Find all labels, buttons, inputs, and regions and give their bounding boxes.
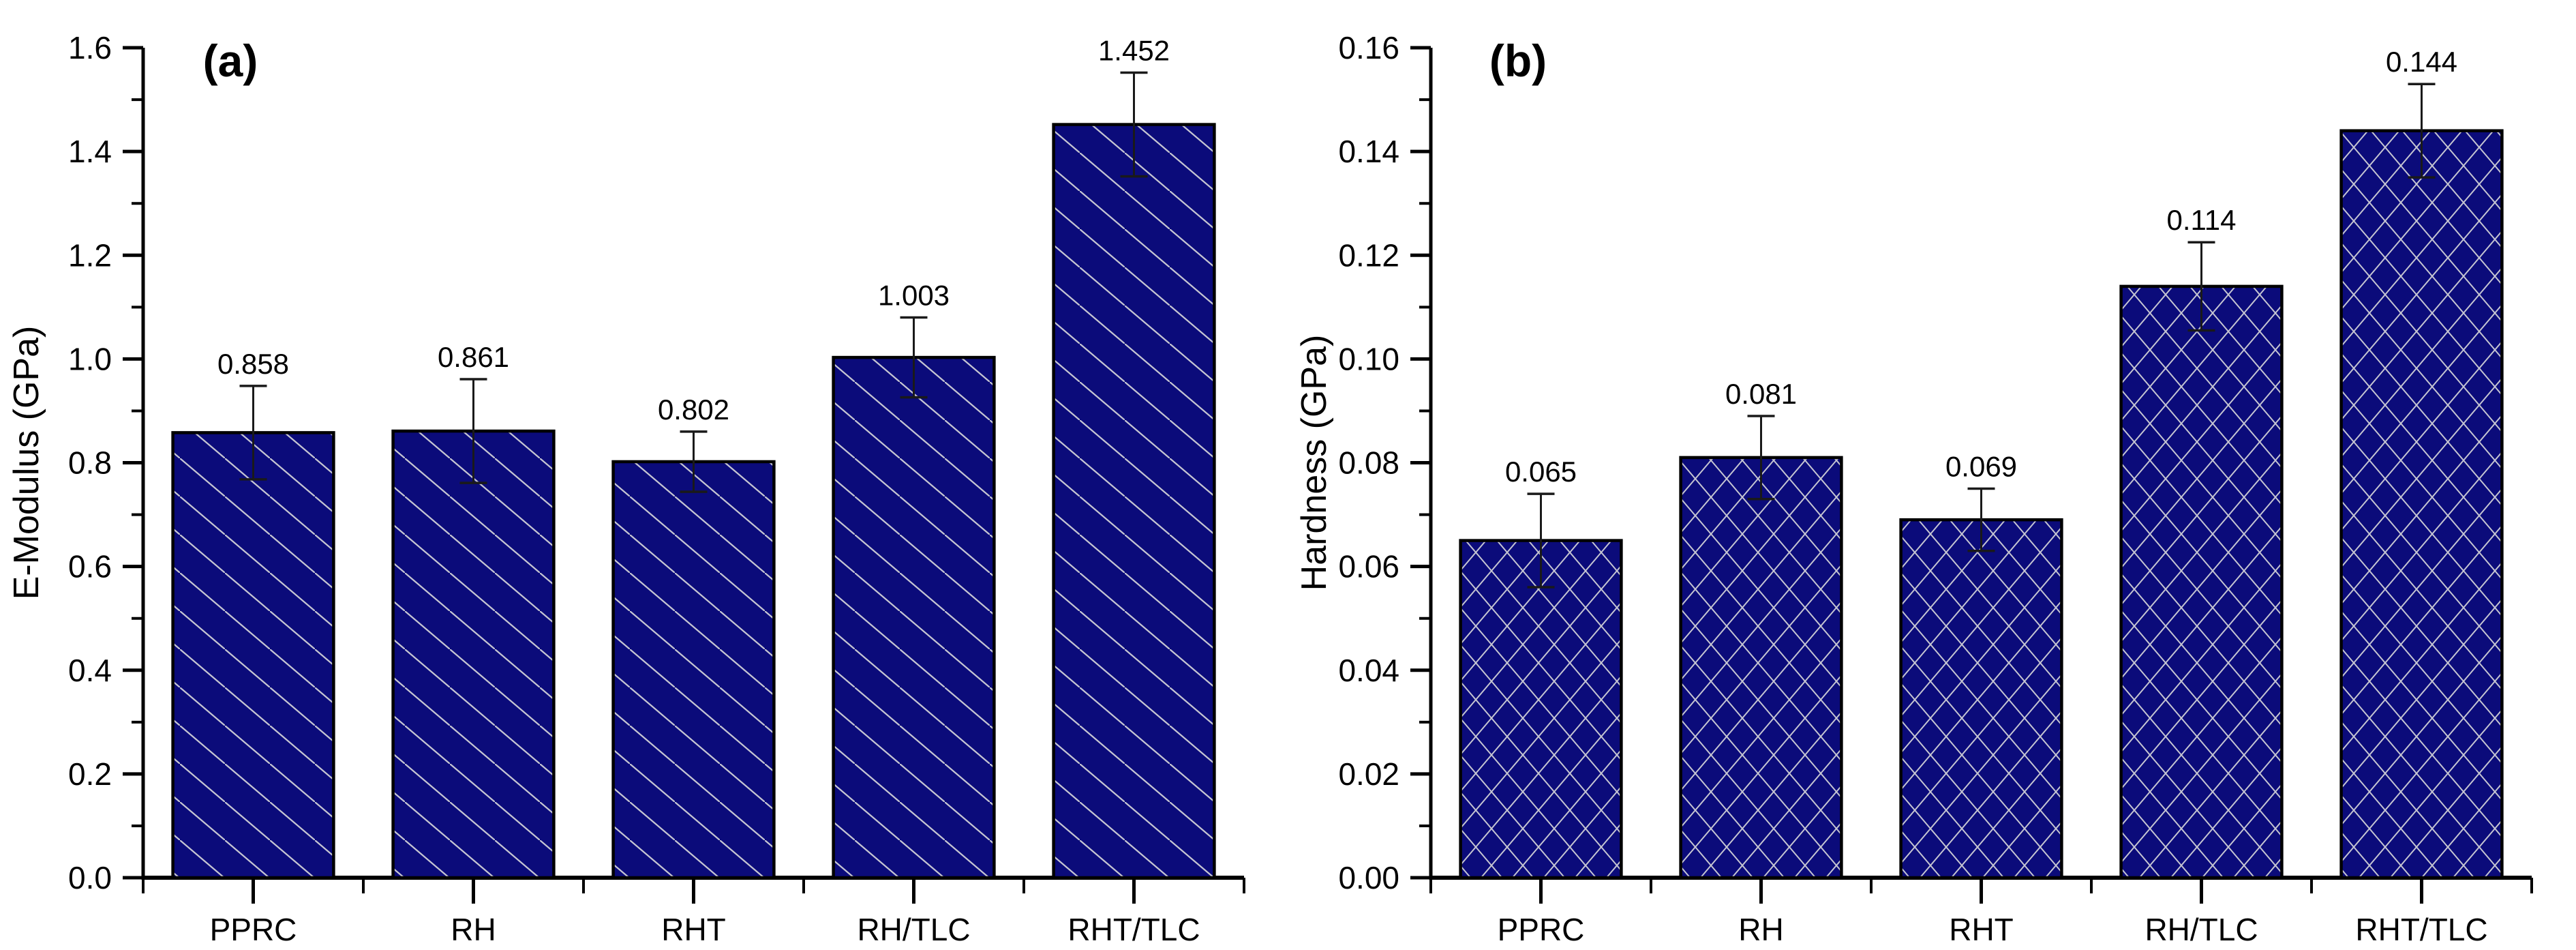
bar-value-label: 0.802 — [658, 394, 729, 426]
bar-value-label: 1.003 — [878, 280, 950, 312]
y-tick-label: 0.8 — [68, 445, 112, 481]
panel-a: 0.0 0.2 0.4 0.6 0.8 1.0 1.2 1.4 1.6 PPRC RH RHT RH/T… — [7, 30, 1245, 947]
category-label: PPRC — [1498, 912, 1585, 947]
bar — [2339, 129, 2504, 880]
category-label: RH — [1738, 912, 1783, 947]
category-label: RHT/TLC — [1067, 912, 1200, 947]
category-label: RH — [451, 912, 496, 947]
category-label: RH/TLC — [857, 912, 970, 947]
y-tick-label: 1.6 — [68, 30, 112, 65]
bar-value-label: 1.452 — [1098, 35, 1170, 67]
y-tick-label: 0.04 — [1338, 653, 1399, 688]
bar — [1679, 456, 1843, 880]
category-label: RHT — [661, 912, 726, 947]
bar — [611, 460, 776, 880]
category-label: RH/TLC — [2145, 912, 2258, 947]
y-tick-label: 0.10 — [1338, 341, 1399, 376]
y-tick-label: 0.12 — [1338, 237, 1399, 273]
bar — [832, 355, 996, 880]
bar-value-label: 0.065 — [1505, 456, 1577, 488]
y-tick-label: 0.00 — [1338, 860, 1399, 895]
y-tick-label: 0.2 — [68, 756, 112, 792]
bar — [1899, 518, 2063, 880]
category-label: PPRC — [210, 912, 297, 947]
y-axis-title: E-Modulus (GPa) — [7, 326, 46, 600]
category-label: RHT — [1949, 912, 2014, 947]
y-tick-label: 1.0 — [68, 341, 112, 376]
chart-a: 0.0 0.2 0.4 0.6 0.8 1.0 1.2 1.4 1.6 PPRC RH RHT RH/T… — [7, 30, 1245, 947]
y-tick-label: 1.2 — [68, 237, 112, 273]
bar-value-label: 0.114 — [2167, 204, 2237, 236]
bar — [391, 429, 556, 880]
y-tick-label: 0.0 — [68, 860, 112, 895]
bar-value-label: 0.069 — [1945, 451, 2017, 483]
y-tick-label: 0.4 — [68, 653, 112, 688]
panel-b: 0.00 0.02 0.04 0.06 0.08 0.10 0.12 0.14 0.16 PPRC… — [1288, 0, 2575, 950]
bar — [1052, 123, 1216, 880]
bar-value-label: 0.858 — [217, 348, 289, 380]
y-tick-label: 0.02 — [1338, 756, 1399, 792]
panel-label: (b) — [1489, 35, 1547, 86]
bar-value-label: 0.861 — [438, 341, 509, 373]
y-axis-title: Hardness (GPa) — [1294, 335, 1334, 591]
bar-value-label: 0.081 — [1725, 378, 1797, 410]
bar — [1459, 539, 1623, 880]
chart-b: 0.00 0.02 0.04 0.06 0.08 0.10 0.12 0.14 0.16 PPRC… — [1294, 30, 2533, 947]
category-label: RHT/TLC — [2355, 912, 2487, 947]
bar — [171, 431, 335, 880]
y-tick-label: 1.4 — [68, 134, 112, 169]
bar — [2119, 284, 2284, 880]
y-tick-label: 0.06 — [1338, 549, 1399, 584]
y-tick-label: 0.14 — [1338, 134, 1399, 169]
bar-value-label: 0.144 — [2386, 46, 2457, 78]
y-tick-label: 0.16 — [1338, 30, 1399, 65]
y-tick-label: 0.08 — [1338, 445, 1399, 481]
y-tick-label: 0.6 — [68, 549, 112, 584]
panel-label: (a) — [203, 35, 258, 86]
